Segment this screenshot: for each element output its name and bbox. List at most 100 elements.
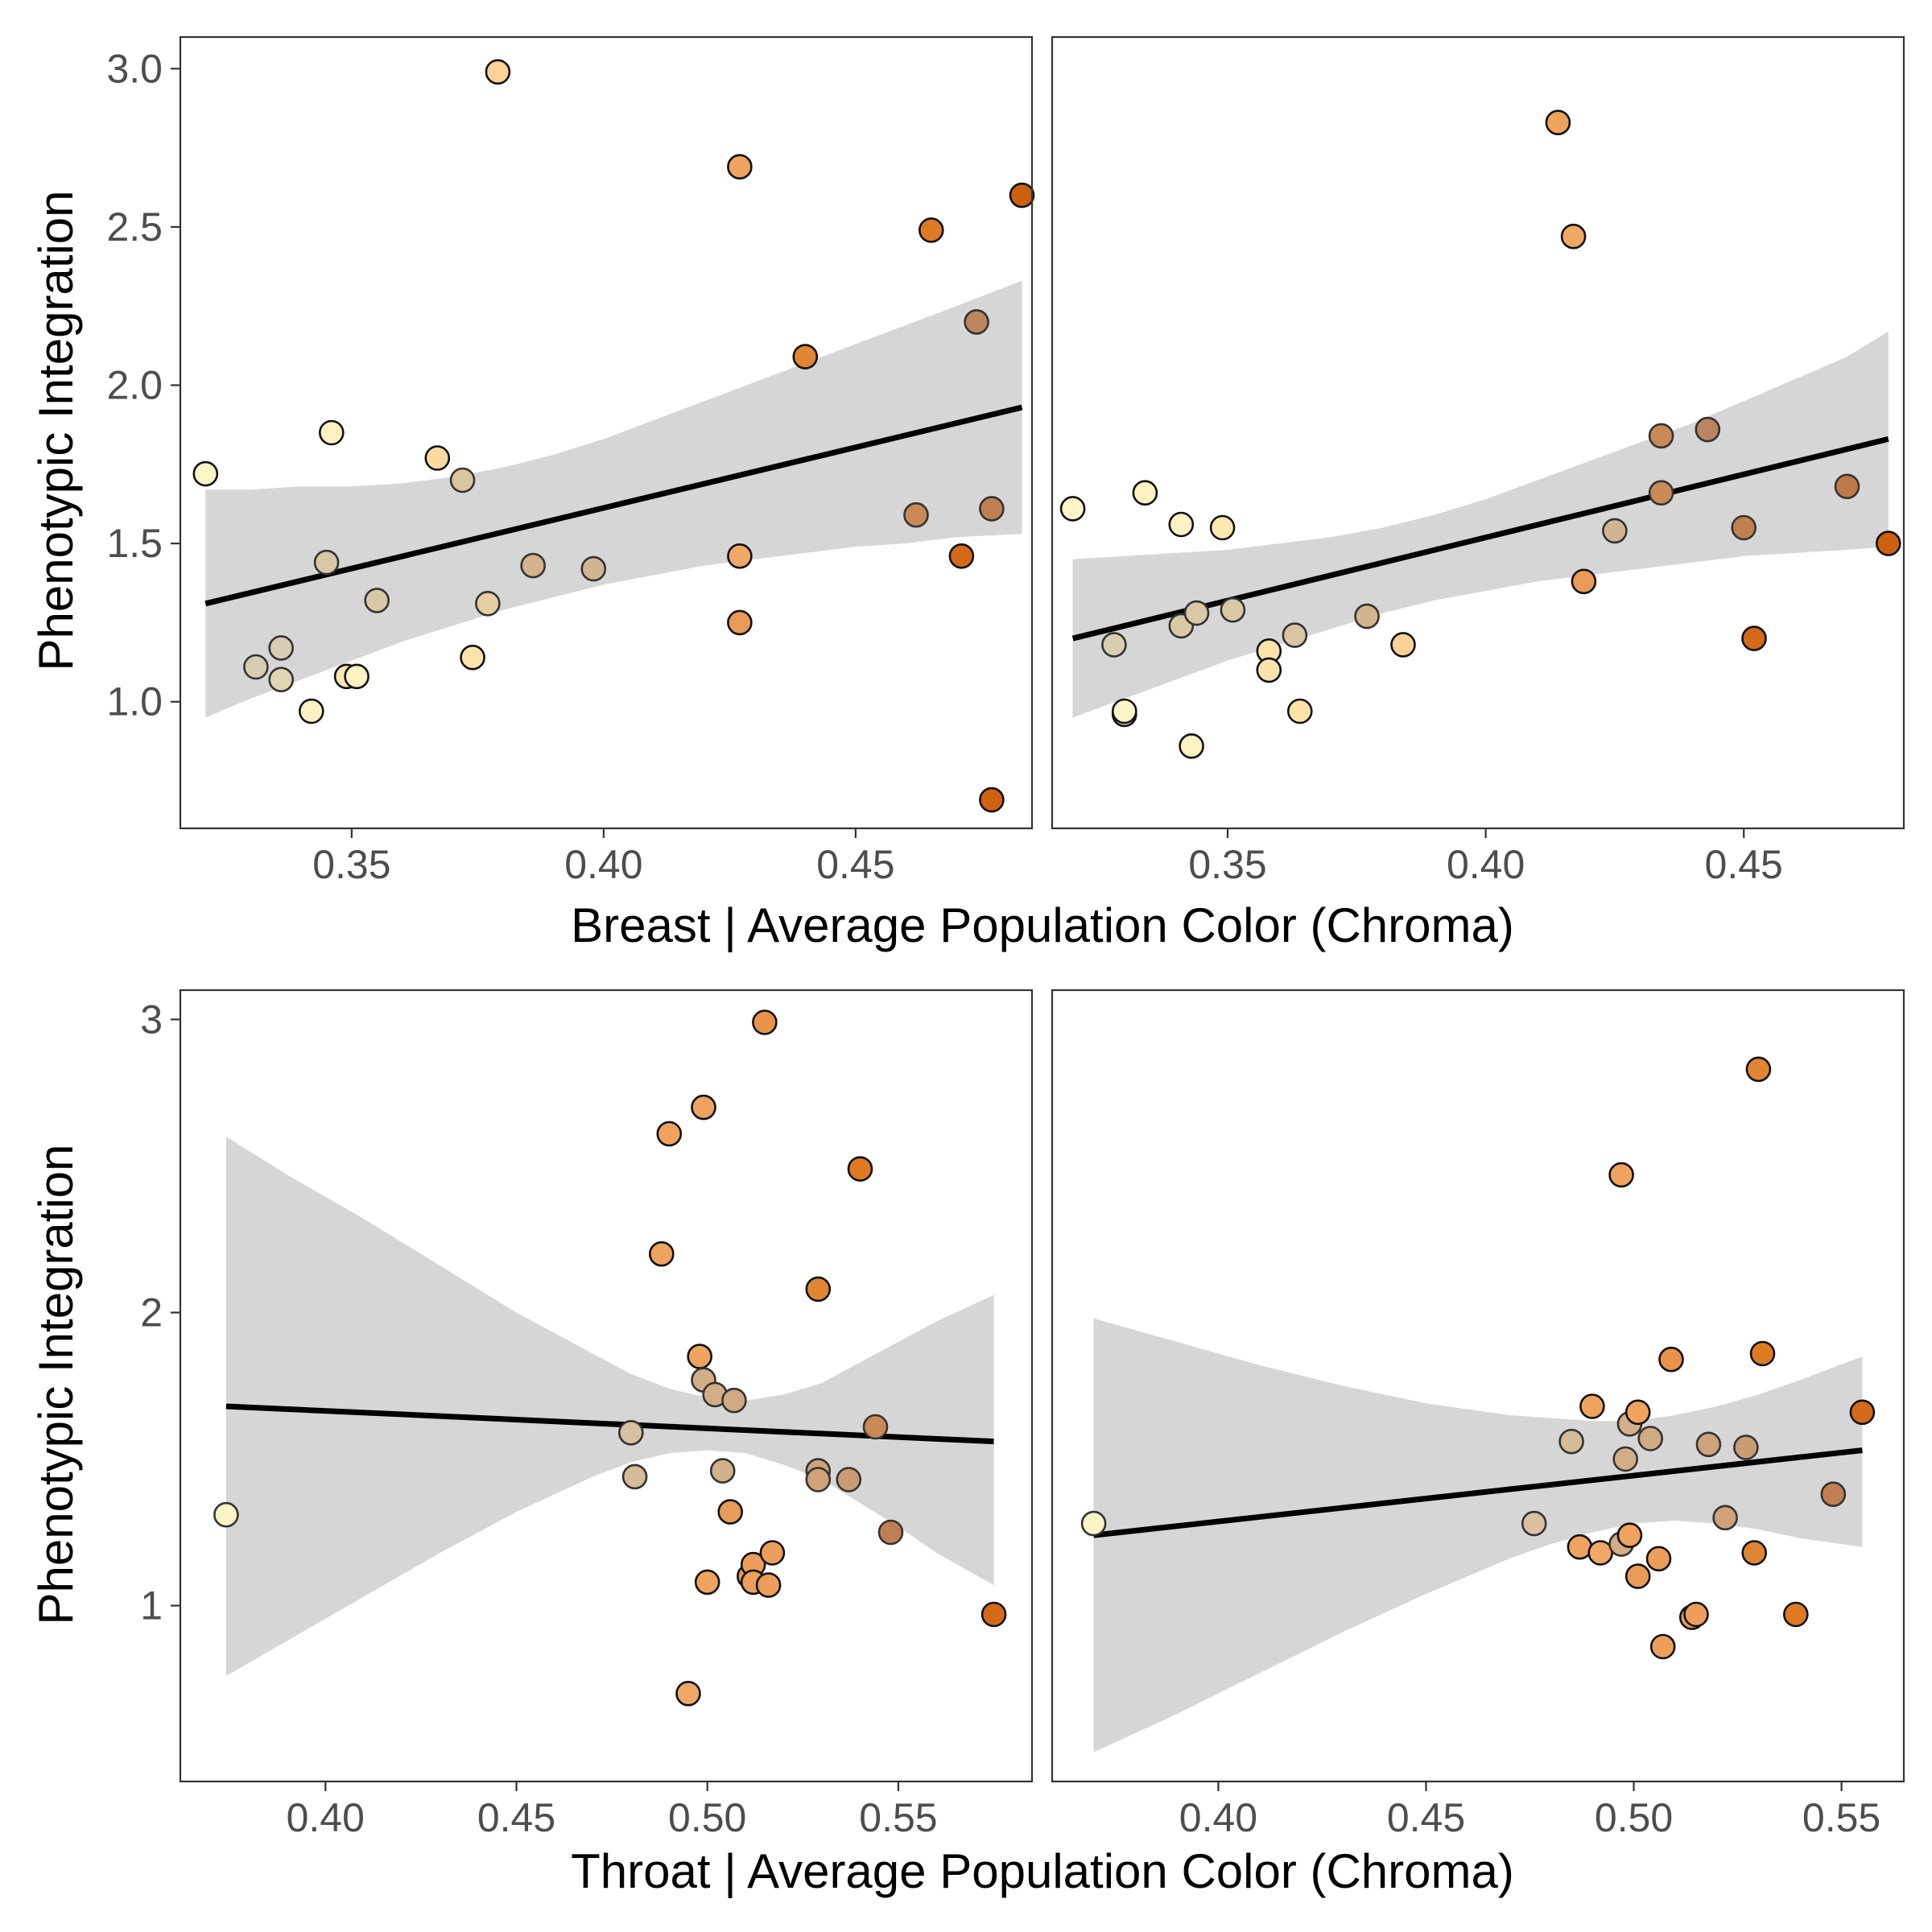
data-point bbox=[1602, 518, 1628, 544]
data-point bbox=[752, 1009, 778, 1035]
data-point bbox=[1616, 1522, 1643, 1548]
data-point bbox=[694, 1569, 720, 1596]
data-point bbox=[1571, 568, 1597, 595]
data-point bbox=[1612, 1446, 1638, 1472]
data-point bbox=[805, 1467, 832, 1492]
data-point bbox=[475, 590, 501, 617]
regression-line bbox=[1071, 436, 1889, 642]
x-tick-label: 0.45 bbox=[1705, 842, 1783, 887]
data-point bbox=[759, 1540, 786, 1566]
data-point bbox=[1059, 496, 1086, 522]
y-tick-label: 2.0 bbox=[106, 363, 163, 408]
data-point bbox=[1783, 1601, 1809, 1628]
data-point bbox=[1658, 1346, 1684, 1373]
data-point bbox=[755, 1572, 782, 1598]
data-point bbox=[1282, 622, 1308, 648]
data-point bbox=[979, 786, 1005, 813]
data-point bbox=[1733, 1435, 1759, 1460]
panel-border bbox=[179, 35, 1034, 830]
data-point bbox=[617, 1420, 644, 1446]
x-tick-label: 0.55 bbox=[859, 1795, 937, 1840]
data-point bbox=[1390, 632, 1416, 658]
y-tick-label: 1.5 bbox=[106, 521, 163, 566]
data-point bbox=[1876, 530, 1901, 556]
panel-top-right: 0.35 0.40 0.45 bbox=[1051, 35, 1905, 887]
data-point bbox=[1256, 657, 1282, 683]
data-point bbox=[1731, 514, 1757, 541]
data-point bbox=[727, 543, 753, 569]
data-point bbox=[1209, 514, 1236, 541]
data-point bbox=[980, 1601, 1007, 1628]
data-point bbox=[1354, 603, 1380, 630]
y-tick-label: 1.0 bbox=[106, 679, 163, 724]
data-point bbox=[836, 1467, 862, 1492]
x-axis-title-top: Breast | Average Population Color (Chrom… bbox=[571, 898, 1514, 952]
panel-border bbox=[1051, 989, 1905, 1783]
data-point bbox=[1695, 1431, 1722, 1458]
data-point bbox=[364, 588, 390, 613]
y-axis-title-bottom: Phenotypic Integration bbox=[29, 1144, 83, 1624]
data-point bbox=[721, 1387, 747, 1414]
y-tick-label: 3 bbox=[140, 997, 163, 1042]
data-point bbox=[1683, 1601, 1709, 1628]
panel-bottom-right: 0.40 0.45 0.50 0.55 bbox=[1051, 989, 1905, 1840]
data-point bbox=[964, 309, 989, 335]
data-point bbox=[847, 1156, 873, 1182]
data-point bbox=[449, 467, 476, 493]
data-point bbox=[1168, 511, 1195, 538]
data-point bbox=[621, 1463, 648, 1490]
panel-top-left: 0.35 0.40 0.45 1.0 1.5 2.0 2.5 3.0 bbox=[106, 35, 1035, 887]
data-point bbox=[580, 555, 607, 582]
y-tick-label: 2.5 bbox=[106, 204, 163, 250]
data-point bbox=[862, 1414, 889, 1440]
data-point bbox=[192, 460, 219, 487]
data-point bbox=[1712, 1505, 1738, 1531]
data-point bbox=[948, 543, 975, 569]
x-axis-title-bottom: Throat | Average Population Color (Chrom… bbox=[571, 1844, 1514, 1898]
data-point bbox=[424, 445, 451, 471]
data-point bbox=[1749, 1340, 1776, 1367]
data-point bbox=[313, 549, 340, 576]
x-tick-label: 0.45 bbox=[816, 842, 894, 887]
data-point bbox=[1820, 1481, 1847, 1507]
data-point bbox=[1624, 1399, 1651, 1426]
data-point bbox=[1648, 423, 1674, 449]
data-point bbox=[268, 635, 295, 661]
data-point bbox=[805, 1276, 832, 1302]
data-point bbox=[1648, 480, 1674, 506]
data-point bbox=[1560, 223, 1587, 250]
data-point bbox=[1179, 733, 1204, 759]
data-point bbox=[268, 667, 295, 693]
data-point bbox=[1624, 1563, 1651, 1589]
data-point bbox=[656, 1121, 683, 1147]
data-point bbox=[1649, 1633, 1676, 1660]
panel-border bbox=[179, 989, 1034, 1783]
data-point bbox=[1741, 1540, 1767, 1566]
data-point bbox=[1287, 698, 1313, 724]
y-tick-label: 2 bbox=[140, 1290, 163, 1335]
x-tick-label: 0.50 bbox=[1595, 1795, 1673, 1840]
panel-bottom-left: 0.40 0.45 0.50 0.55 1 2 3 bbox=[140, 989, 1034, 1840]
data-point bbox=[675, 1681, 701, 1707]
data-point bbox=[1637, 1426, 1663, 1451]
x-tick-label: 0.35 bbox=[1188, 842, 1266, 887]
data-point bbox=[687, 1344, 713, 1369]
x-tick-label: 0.35 bbox=[312, 842, 390, 887]
data-point bbox=[1220, 597, 1246, 623]
x-tick-label: 0.45 bbox=[477, 1795, 555, 1840]
data-point bbox=[243, 654, 269, 680]
data-point bbox=[1183, 600, 1210, 626]
data-point bbox=[1558, 1428, 1584, 1455]
data-point bbox=[1009, 182, 1035, 208]
data-point bbox=[792, 344, 819, 369]
x-tick-label: 0.50 bbox=[668, 1795, 746, 1840]
data-point bbox=[344, 663, 369, 690]
data-point bbox=[460, 644, 485, 671]
panels: 0.35 0.40 0.451.01.52.02.53.00.35 0.40 0.450… bbox=[106, 35, 1905, 1840]
data-point bbox=[1645, 1546, 1672, 1572]
regression-line bbox=[225, 1403, 994, 1445]
data-point bbox=[485, 59, 511, 85]
y-axis-title-top: Phenotypic Integration bbox=[29, 190, 83, 671]
